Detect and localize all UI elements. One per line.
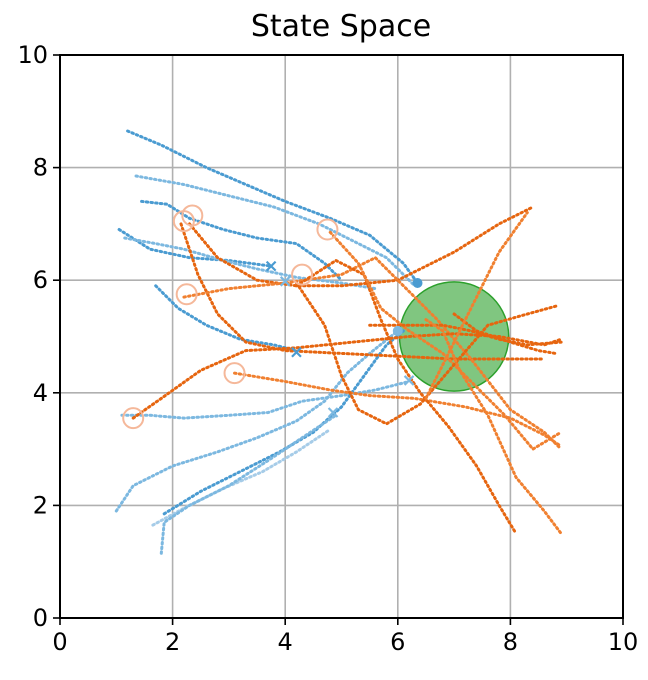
- x-tick-label: 10: [608, 628, 639, 656]
- y-tick-label: 6: [33, 266, 48, 294]
- x-marker: [403, 375, 415, 386]
- orange-trajectory: [424, 211, 529, 400]
- start-marker: [316, 218, 339, 241]
- orange-trajectory: [233, 371, 563, 448]
- blue-trajectory: [134, 174, 417, 288]
- orange-trajectory: [424, 318, 563, 535]
- y-tick-label: 10: [17, 41, 48, 69]
- y-tick-label: 0: [33, 604, 48, 632]
- blue-trajectory: [151, 427, 332, 527]
- x-tick-label: 6: [390, 628, 405, 656]
- start-marker: [223, 362, 246, 385]
- x-marker: [327, 407, 339, 418]
- start-marker: [122, 407, 145, 430]
- x-tick-label: 4: [278, 628, 293, 656]
- x-marker: [279, 276, 291, 287]
- start-marker: [175, 283, 198, 306]
- orange-trajectory: [295, 281, 560, 426]
- orange-trajectory: [131, 332, 563, 420]
- orange-trajectory: [452, 312, 557, 355]
- blue-trajectory: [120, 380, 411, 420]
- x-tick-label: 2: [165, 628, 180, 656]
- orange-trajectory: [368, 323, 563, 347]
- x-marker: [265, 260, 277, 272]
- orange-trajectory: [182, 256, 563, 451]
- end-dot-marker: [412, 278, 423, 289]
- x-marker: [291, 346, 302, 358]
- blue-trajectory: [114, 329, 400, 513]
- start-marker: [181, 204, 204, 227]
- y-tick-label: 8: [33, 154, 48, 182]
- orange-trajectory: [295, 259, 518, 535]
- end-dot-marker: [392, 325, 403, 336]
- y-tick-label: 4: [33, 379, 48, 407]
- blue-trajectory: [140, 199, 343, 282]
- blue-trajectory: [117, 228, 273, 268]
- axis-ticks: 0 2 4 6 8 10 0 2 4 6 8 10: [17, 41, 638, 656]
- x-tick-label: 8: [503, 628, 518, 656]
- y-tick-label: 2: [33, 491, 48, 519]
- orange-trajectory: [328, 230, 563, 451]
- blue-trajectory: [162, 329, 405, 516]
- blue-trajectory: [123, 236, 377, 291]
- trajectories: [114, 129, 563, 555]
- markers: [122, 204, 423, 430]
- start-marker: [291, 263, 314, 286]
- blue-trajectory: [126, 129, 419, 285]
- chart-title: State Space: [251, 9, 431, 44]
- plot-frame: [59, 54, 624, 619]
- orange-trajectory: [179, 222, 546, 361]
- orange-trajectory: [188, 205, 535, 288]
- x-tick-label: 0: [52, 628, 67, 656]
- blue-trajectory: [159, 413, 338, 555]
